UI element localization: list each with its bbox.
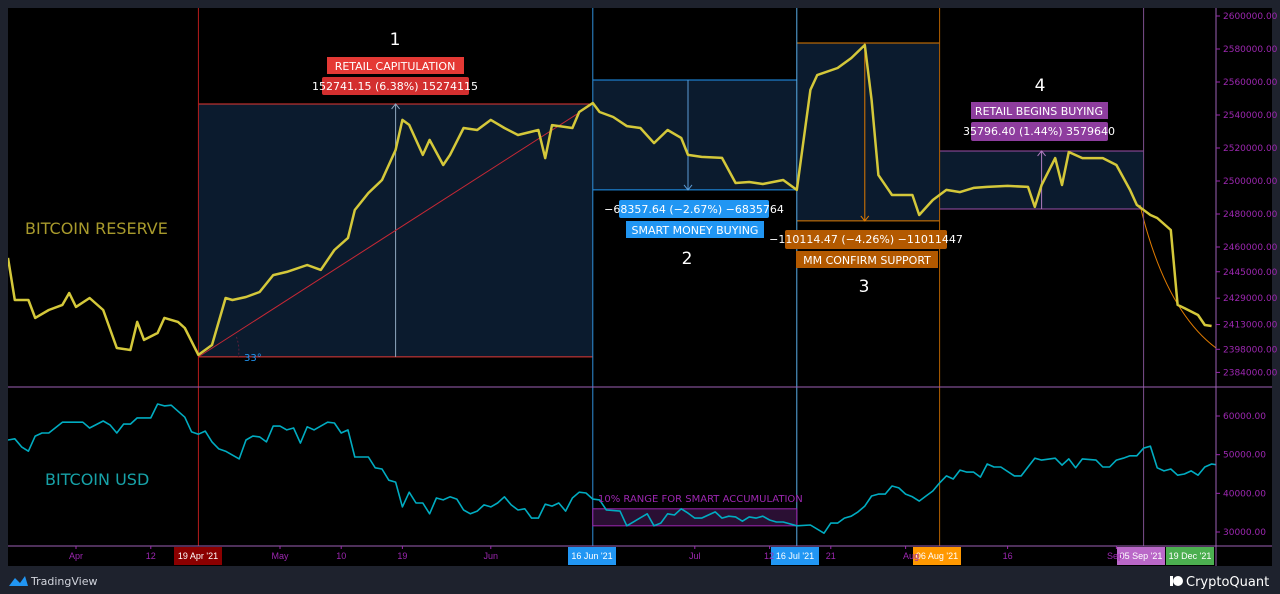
y-tick-label: 40000.00 (1223, 489, 1266, 499)
annotation-title-3: MM CONFIRM SUPPORT (803, 254, 931, 267)
arrow-head-icon (683, 184, 693, 191)
cryptoquant-icon-bar (1170, 576, 1173, 586)
x-tick-label: 12 (146, 551, 156, 561)
x-tick-label: Apr (69, 551, 83, 561)
projection-curve (1139, 204, 1216, 349)
date-badge (1117, 547, 1165, 565)
x-tick-label: Jun (484, 551, 499, 561)
x-tick-label: 12 (764, 551, 774, 561)
date-badge-label: 16 Jul '21 (776, 551, 814, 561)
y-tick-label: 2580000.00 (1223, 45, 1278, 55)
date-badge (174, 547, 222, 565)
series-layer (7, 43, 1219, 535)
y-tick-label: 2460000.00 (1223, 243, 1278, 253)
annotation-number-4: 4 (1035, 76, 1046, 96)
date-markers (197, 8, 1145, 546)
annotation-title-badge-2 (626, 221, 764, 238)
x-tick-label: Aug (903, 551, 919, 561)
annotation-number-1: 1 (390, 30, 401, 50)
time-axis[interactable]: 19 Apr '21 16 Jun '21 16 Jul '21 06 Aug '21… (69, 546, 1214, 565)
annotation-measure-badge-1 (322, 77, 469, 95)
date-badge (913, 547, 961, 565)
y-tick-label: 30000.00 (1223, 528, 1266, 538)
arrow-head-icon (391, 103, 400, 110)
annotation-measure-3: −110114.47 (−4.26%) −11011447 (769, 233, 963, 246)
range-box-label: 10% RANGE FOR SMART ACCUMULATION (598, 494, 803, 505)
tradingview-logo[interactable]: TradingView (9, 575, 97, 588)
x-tick-label: May (271, 551, 289, 561)
x-tick-label: 10 (336, 551, 346, 561)
y-tick-label: 2413000.00 (1223, 321, 1278, 331)
y-tick-label: 50000.00 (1223, 451, 1266, 461)
cryptoquant-icon (1173, 576, 1183, 586)
annotation-measure-1: 152741.15 (6.38%) 15274115 (312, 80, 478, 93)
tradingview-icon (9, 576, 28, 586)
price-axis[interactable]: 2600000.00 2580000.00 2560000.00 2540000.00… (1216, 12, 1278, 538)
arrow-head-icon (1037, 150, 1046, 157)
annotation-boxes (198, 42, 1216, 358)
y-tick-label: 2540000.00 (1223, 111, 1278, 121)
date-badge (1166, 547, 1214, 565)
x-tick-label: 19 (397, 551, 407, 561)
bitcoin-reserve-line (8, 43, 1212, 357)
annotation-measure-badge-2 (619, 200, 769, 218)
date-badge-label: 05 Sep '21 (1120, 551, 1163, 561)
annotation-measure-4: 35796.40 (1.44%) 3579640 (963, 125, 1115, 138)
angle-label: 33° (244, 353, 262, 364)
annotation-title-badge-3 (796, 251, 938, 268)
reserve-pane-title: BITCOIN RESERVE (25, 219, 168, 238)
annotation-number-3: 3 (859, 277, 870, 297)
date-badge-label: 19 Apr '21 (178, 551, 218, 561)
x-tick-label: Sep (1107, 551, 1123, 561)
y-tick-label: 2445000.00 (1223, 268, 1278, 278)
y-tick-label: 2429000.00 (1223, 294, 1278, 304)
y-tick-label: 60000.00 (1223, 412, 1266, 422)
annotation-number-2: 2 (682, 249, 693, 269)
y-tick-label: 2520000.00 (1223, 144, 1278, 154)
annotation-title-1: RETAIL CAPITULATION (335, 60, 456, 73)
annotation-measure-badge-3 (785, 230, 947, 249)
usd-pane-title: BITCOIN USD (45, 470, 149, 489)
cryptoquant-logo[interactable]: CryptoQuant (1170, 575, 1269, 590)
trend-line (198, 103, 594, 358)
annotation-measure-badge-4 (971, 122, 1108, 141)
angle-arc (235, 336, 240, 357)
annotation-title-badge-1 (327, 57, 464, 74)
bitcoin-usd-line (8, 403, 1216, 535)
annotation-title-badge-4 (971, 102, 1108, 119)
y-tick-label: 2560000.00 (1223, 78, 1278, 88)
date-badge (568, 547, 616, 565)
y-tick-label: 2384000.00 (1223, 368, 1278, 378)
annotation-measure-2: −68357.64 (−2.67%) −6835764 (604, 203, 784, 216)
date-badge-label: 16 Jun '21 (571, 551, 612, 561)
y-tick-label: 2500000.00 (1223, 177, 1278, 187)
y-tick-label: 2600000.00 (1223, 12, 1278, 22)
tradingview-label: TradingView (30, 575, 97, 588)
date-badge (771, 547, 819, 565)
x-tick-label: 21 (826, 551, 836, 561)
cryptoquant-label: CryptoQuant (1186, 575, 1269, 590)
annotation-box-2 (592, 80, 797, 190)
date-badge-label: 06 Aug '21 (916, 551, 958, 561)
arrow-head-icon (860, 215, 870, 222)
x-tick-label: 16 (1003, 551, 1013, 561)
annotation-title-4: RETAIL BEGINS BUYING (975, 105, 1103, 118)
date-badge-label: 19 Dec '21 (1169, 551, 1212, 561)
y-tick-label: 2480000.00 (1223, 210, 1278, 220)
annotation-title-2: SMART MONEY BUYING (632, 224, 759, 237)
x-tick-label: Jul (689, 551, 701, 561)
y-tick-label: 2398000.00 (1223, 345, 1278, 355)
